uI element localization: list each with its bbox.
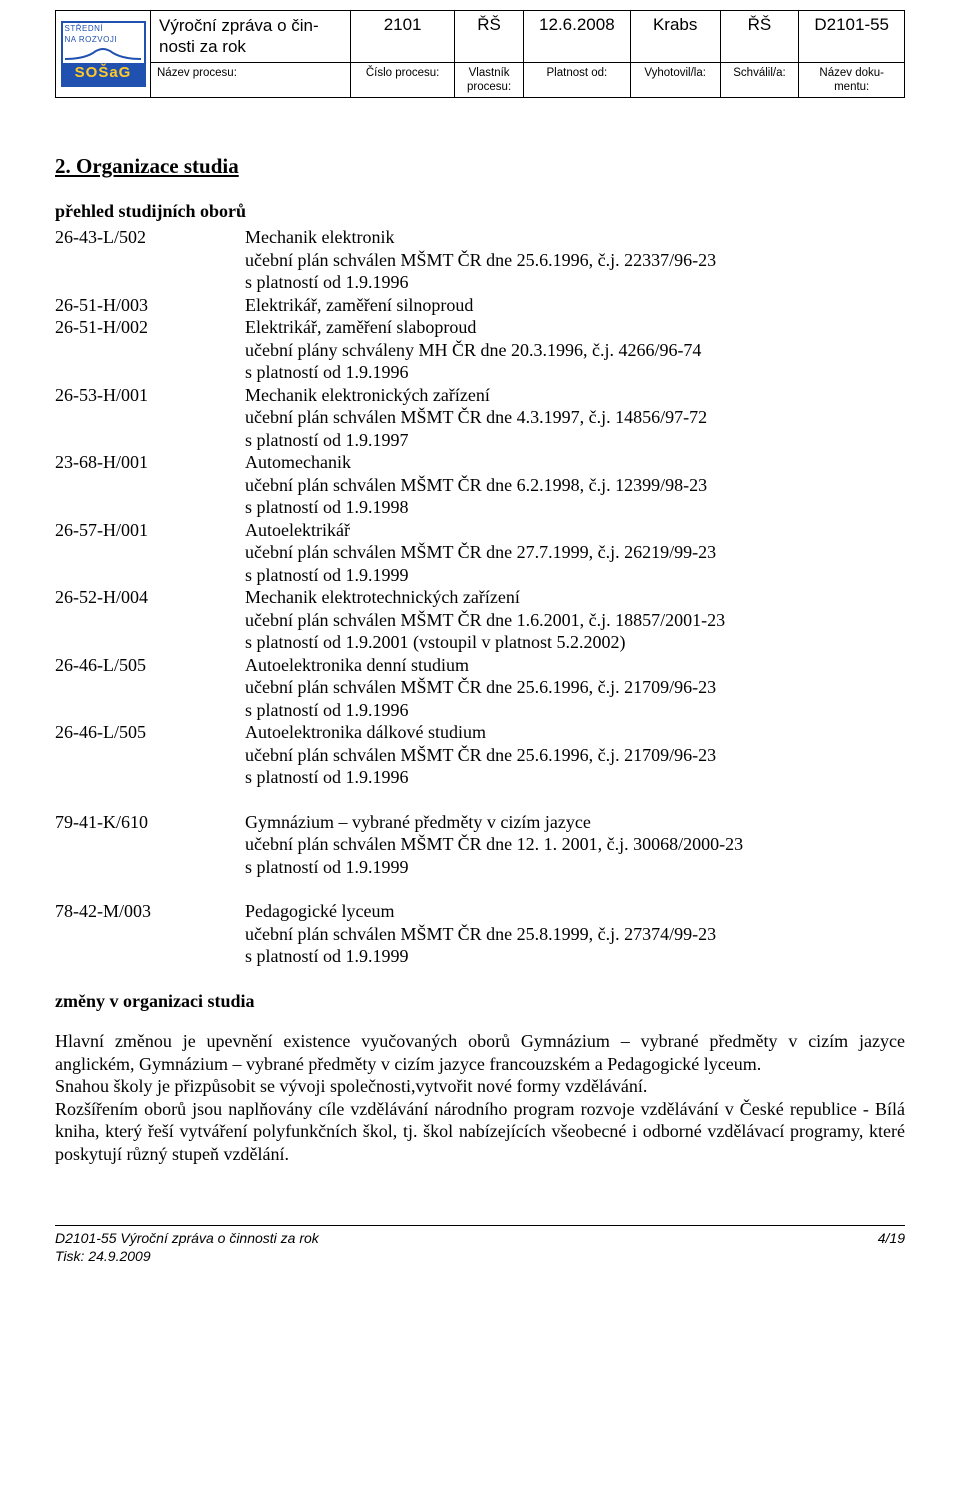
- study-row: 79-41-K/610Gymnázium – vybrané předměty …: [55, 811, 905, 879]
- study-plan-line: učební plán schválen MŠMT ČR dne 25.8.19…: [245, 923, 905, 946]
- hdr-lbl-vyhotovil: Vyhotovil/la:: [630, 62, 720, 98]
- study-description: Elektrikář, zaměření slaboproudučební pl…: [245, 316, 905, 384]
- study-description: Mechanik elektronických zařízeníučební p…: [245, 384, 905, 452]
- study-plan-line: učební plán schválen MŠMT ČR dne 25.6.19…: [245, 676, 905, 699]
- paragraph-3: Rozšířením oborů jsou naplňovány cíle vz…: [55, 1098, 905, 1166]
- study-row: 26-46-L/505Autoelektronika dálkové studi…: [55, 721, 905, 789]
- hdr-val-dokument: D2101-55: [799, 11, 905, 63]
- logo-text-top-2: NA ROZVOJI: [63, 34, 144, 45]
- study-plan-line: učební plán schválen MŠMT ČR dne 4.3.199…: [245, 406, 905, 429]
- study-name: Elektrikář, zaměření slaboproud: [245, 316, 905, 339]
- study-validity-line: s platností od 1.9.1996: [245, 271, 905, 294]
- hdr-lbl-dokument: Název doku- mentu:: [799, 62, 905, 98]
- study-validity-line: s platností od 1.9.2001 (vstoupil v plat…: [245, 631, 905, 654]
- study-code: 26-52-H/004: [55, 586, 245, 609]
- hdr-val-vlastnik: ŘŠ: [455, 11, 524, 63]
- study-programs-list-3: 78-42-M/003Pedagogické lyceumučební plán…: [55, 900, 905, 968]
- study-plan-line: učební plán schválen MŠMT ČR dne 12. 1. …: [245, 833, 905, 856]
- study-code: 23-68-H/001: [55, 451, 245, 474]
- study-name: Automechanik: [245, 451, 905, 474]
- study-row: 26-43-L/502Mechanik elektronikučební plá…: [55, 226, 905, 294]
- study-row: 26-46-L/505Autoelektronika denní studium…: [55, 654, 905, 722]
- study-description: Elektrikář, zaměření silnoproud: [245, 294, 905, 317]
- paragraph-1: Hlavní změnou je upevnění existence vyuč…: [55, 1030, 905, 1075]
- study-code: 26-51-H/003: [55, 294, 245, 317]
- study-row: 26-51-H/003Elektrikář, zaměření silnopro…: [55, 294, 905, 317]
- study-code: 26-43-L/502: [55, 226, 245, 249]
- hdr-val-schvalil: ŘŠ: [720, 11, 799, 63]
- study-row: 26-52-H/004Mechanik elektrotechnických z…: [55, 586, 905, 654]
- study-name: Elektrikář, zaměření silnoproud: [245, 294, 905, 317]
- study-description: Gymnázium – vybrané předměty v cizím jaz…: [245, 811, 905, 879]
- study-validity-line: s platností od 1.9.1998: [245, 496, 905, 519]
- hdr-lbl-schvalil: Schválil/a:: [720, 62, 799, 98]
- study-code: 26-57-H/001: [55, 519, 245, 542]
- study-plan-line: učební plán schválen MŠMT ČR dne 25.6.19…: [245, 249, 905, 272]
- study-plan-line: učební plán schválen MŠMT ČR dne 6.2.199…: [245, 474, 905, 497]
- paragraph-2: Snahou školy je přizpůsobit se vývoji sp…: [55, 1075, 905, 1098]
- process-title: Výroční zpráva o čin- nosti za rok: [151, 11, 351, 63]
- hdr-lbl-nazev: Název procesu:: [151, 62, 351, 98]
- school-logo: STŘEDNÍ NA ROZVOJI SOŠaG: [61, 21, 146, 86]
- study-row: 78-42-M/003Pedagogické lyceumučební plán…: [55, 900, 905, 968]
- study-validity-line: s platností od 1.9.1999: [245, 856, 905, 879]
- study-plan-line: učební plány schváleny MH ČR dne 20.3.19…: [245, 339, 905, 362]
- study-name: Autoelektrikář: [245, 519, 905, 542]
- study-description: Autoelektrikářučební plán schválen MŠMT …: [245, 519, 905, 587]
- study-name: Pedagogické lyceum: [245, 900, 905, 923]
- study-validity-line: s platností od 1.9.1999: [245, 945, 905, 968]
- study-validity-line: s platností od 1.9.1996: [245, 766, 905, 789]
- hdr-lbl-vlastnik: Vlastník procesu:: [455, 62, 524, 98]
- study-code: 79-41-K/610: [55, 811, 245, 834]
- study-description: Pedagogické lyceumučební plán schválen M…: [245, 900, 905, 968]
- hdr-val-cislo: 2101: [351, 11, 455, 63]
- study-row: 23-68-H/001Automechanikučební plán schvá…: [55, 451, 905, 519]
- study-row: 26-51-H/002Elektrikář, zaměření slabopro…: [55, 316, 905, 384]
- hdr-val-platnost: 12.6.2008: [523, 11, 630, 63]
- study-validity-line: s platností od 1.9.1996: [245, 699, 905, 722]
- study-description: Mechanik elektronikučební plán schválen …: [245, 226, 905, 294]
- study-code: 26-46-L/505: [55, 721, 245, 744]
- study-validity-line: s platností od 1.9.1996: [245, 361, 905, 384]
- study-code: 78-42-M/003: [55, 900, 245, 923]
- study-code: 26-51-H/002: [55, 316, 245, 339]
- overview-subheading: přehled studijních oborů: [55, 200, 905, 223]
- footer-page-number: 4/19: [878, 1230, 905, 1265]
- footer-doc-title: D2101-55 Výroční zpráva o činnosti za ro…: [55, 1230, 319, 1248]
- study-name: Gymnázium – vybrané předměty v cizím jaz…: [245, 811, 905, 834]
- study-description: Automechanikučební plán schválen MŠMT ČR…: [245, 451, 905, 519]
- study-plan-line: učební plán schválen MŠMT ČR dne 1.6.200…: [245, 609, 905, 632]
- hdr-lbl-cislo: Číslo procesu:: [351, 62, 455, 98]
- study-plan-line: učební plán schválen MŠMT ČR dne 27.7.19…: [245, 541, 905, 564]
- study-description: Autoelektronika denní studiumučební plán…: [245, 654, 905, 722]
- study-row: 26-53-H/001Mechanik elektronických zaříz…: [55, 384, 905, 452]
- study-row: 26-57-H/001Autoelektrikářučební plán sch…: [55, 519, 905, 587]
- study-code: 26-46-L/505: [55, 654, 245, 677]
- study-description: Mechanik elektrotechnických zařízeníučeb…: [245, 586, 905, 654]
- study-name: Autoelektronika denní studium: [245, 654, 905, 677]
- study-name: Autoelektronika dálkové studium: [245, 721, 905, 744]
- logo-name: SOŠaG: [63, 63, 144, 85]
- study-programs-list-1: 26-43-L/502Mechanik elektronikučební plá…: [55, 226, 905, 789]
- study-name: Mechanik elektronických zařízení: [245, 384, 905, 407]
- study-validity-line: s platností od 1.9.1997: [245, 429, 905, 452]
- logo-cell: STŘEDNÍ NA ROZVOJI SOŠaG: [56, 11, 151, 98]
- page-footer: D2101-55 Výroční zpráva o činnosti za ro…: [55, 1225, 905, 1265]
- changes-heading: změny v organizaci studia: [55, 990, 905, 1013]
- logo-text-top-1: STŘEDNÍ: [63, 23, 144, 34]
- section-heading: 2. Organizace studia: [55, 153, 905, 179]
- study-name: Mechanik elektronik: [245, 226, 905, 249]
- study-description: Autoelektronika dálkové studiumučební pl…: [245, 721, 905, 789]
- study-validity-line: s platností od 1.9.1999: [245, 564, 905, 587]
- document-header-table: STŘEDNÍ NA ROZVOJI SOŠaG Výroční zpráva …: [55, 10, 905, 98]
- study-code: 26-53-H/001: [55, 384, 245, 407]
- study-name: Mechanik elektrotechnických zařízení: [245, 586, 905, 609]
- logo-wave-icon: [63, 45, 143, 63]
- study-plan-line: učební plán schválen MŠMT ČR dne 25.6.19…: [245, 744, 905, 767]
- footer-print-date: Tisk: 24.9.2009: [55, 1248, 319, 1266]
- hdr-val-vyhotovil: Krabs: [630, 11, 720, 63]
- study-programs-list-2: 79-41-K/610Gymnázium – vybrané předměty …: [55, 811, 905, 879]
- hdr-lbl-platnost: Platnost od:: [523, 62, 630, 98]
